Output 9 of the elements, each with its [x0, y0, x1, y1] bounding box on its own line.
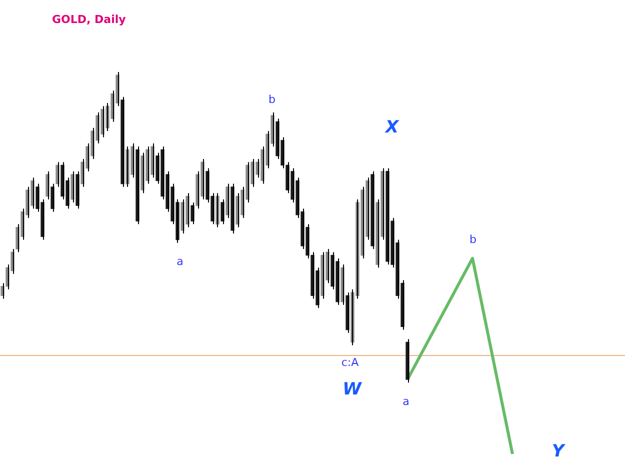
annotation: W: [342, 379, 363, 400]
text: a: [402, 394, 410, 408]
annotation: c:A: [341, 356, 360, 369]
annotation: X: [384, 117, 400, 138]
annotation: b: [268, 92, 276, 106]
annotation: b: [470, 232, 477, 246]
annotation: a: [176, 254, 184, 268]
text: Y: [552, 441, 566, 462]
chart-title: GOLD, Daily: [52, 12, 126, 26]
